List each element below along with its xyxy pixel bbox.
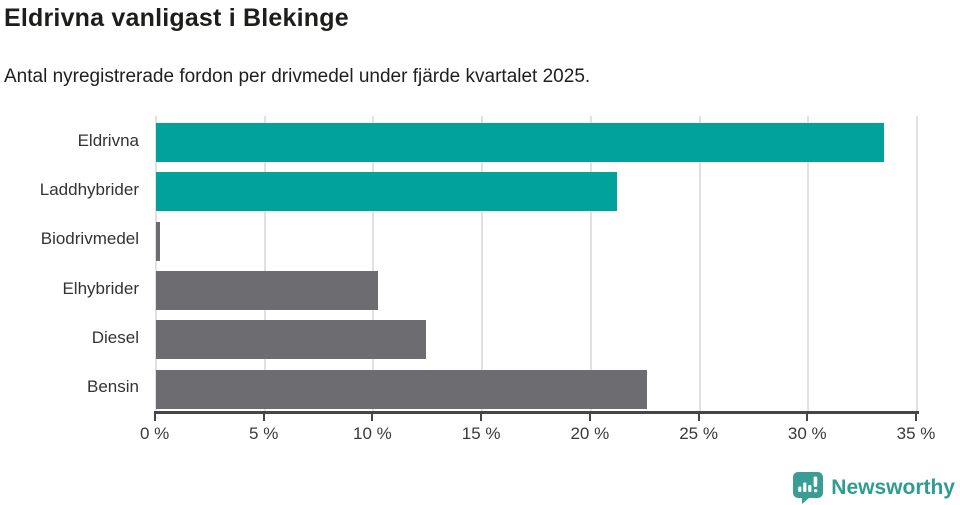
gridline: [481, 116, 484, 412]
bar-biodrivmedel: [156, 221, 161, 261]
x-axis-tick-label: 30 %: [787, 424, 827, 443]
x-axis-tick: [154, 411, 156, 421]
x-axis-tick-label: 10 %: [353, 424, 392, 443]
chart-title: Eldrivna vanligast i Blekinge: [4, 4, 349, 32]
newsworthy-logo-icon: [793, 471, 824, 504]
x-axis-tick: [697, 411, 700, 421]
bar-eldrivna: [156, 123, 885, 162]
bar-diesel: [156, 320, 426, 360]
x-axis-tick: [371, 411, 374, 421]
gridline: [589, 116, 592, 412]
x-axis-tick: [588, 411, 591, 421]
category-label: Laddhybrider: [39, 179, 139, 199]
x-axis-tick: [806, 411, 809, 421]
newsworthy-brand: Newsworthy: [793, 471, 955, 504]
x-axis-tick: [915, 411, 917, 421]
x-axis-tick-label: 0 %: [140, 424, 170, 443]
x-axis-tick-label: 35 %: [896, 424, 936, 443]
gridline: [263, 116, 266, 412]
bar-bensin: [156, 369, 648, 409]
category-label: Biodrivmedel: [40, 229, 139, 249]
gridline: [916, 116, 918, 412]
plot-area: [155, 116, 918, 412]
chart-subtitle: Antal nyregistrerade fordon per drivmede…: [4, 66, 591, 87]
x-axis-tick: [480, 411, 483, 421]
gridline: [698, 116, 701, 412]
x-axis-tick-label: 15 %: [461, 424, 501, 443]
x-axis-tick: [262, 411, 265, 421]
x-axis-tick-label: 25 %: [679, 424, 718, 443]
x-axis-line: [155, 411, 919, 414]
category-labels: Eldrivna Laddhybrider Biodrivmedel Elhybrid…: [0, 116, 148, 412]
category-label: Bensin: [87, 377, 139, 397]
gridline: [372, 116, 375, 412]
x-axis: 0 % 5 % 10 % 15 % 20 % 25 % 30 % 35 %: [140, 411, 935, 457]
x-axis-tick-label: 20 %: [570, 424, 610, 443]
bar-laddhybrider: [156, 172, 617, 212]
x-axis-tick-label: 5 %: [249, 424, 279, 443]
category-label: Eldrivna: [77, 130, 139, 150]
gridline: [807, 116, 810, 412]
category-label: Diesel: [91, 327, 139, 347]
category-label: Elhybrider: [62, 278, 139, 298]
gridline: [155, 116, 157, 412]
bar-elhybrider: [156, 271, 378, 310]
newsworthy-logo-text: Newsworthy: [831, 475, 955, 499]
